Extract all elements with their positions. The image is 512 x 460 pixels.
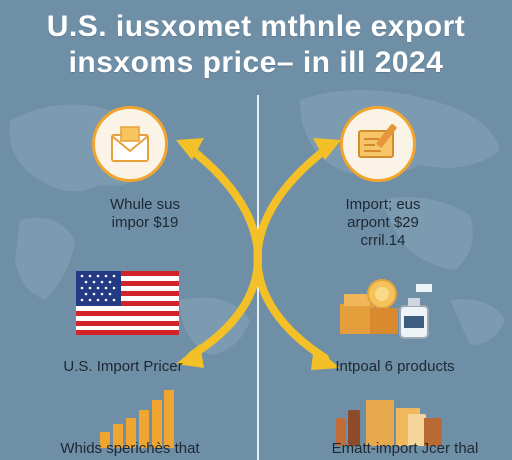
arrowhead-top-right — [313, 138, 341, 160]
products-label: Intpoal 6 products — [335, 358, 455, 375]
us-import-price-label: U.S. Import Pricer — [63, 358, 183, 375]
document-pen-icon-circle — [340, 106, 416, 182]
left-arc-arrow — [188, 146, 262, 359]
right-caption-line-2: arpont $29 — [347, 214, 419, 231]
page-title-line-1: U.S. iusxomet mthnle export — [46, 10, 466, 43]
left-caption-line-2: impor $19 — [111, 214, 179, 231]
right-caption-line-3: crril.14 — [360, 232, 406, 249]
bar-chart-icon — [100, 390, 174, 448]
arrowhead-bottom-right — [311, 346, 340, 370]
arrowhead-top-left — [176, 138, 204, 160]
arrowhead-bottom-left — [176, 344, 204, 368]
right-caption-line-1: Import; eus — [345, 196, 421, 213]
right-bottom-label: Ematt-import Jcer thal — [331, 440, 479, 457]
page-title-line-2: insxoms price– in ill 2024 — [68, 46, 444, 79]
left-caption-line-1: Whule sus — [109, 196, 181, 213]
products-icon — [340, 279, 432, 339]
envelope-icon-circle — [92, 106, 168, 182]
right-arc-arrow — [253, 146, 329, 362]
document-pen-icon — [358, 124, 397, 158]
envelope-icon — [111, 126, 149, 162]
goods-icon — [336, 400, 442, 446]
right-caption: Import; eus arpont $29 crril.14 — [328, 196, 438, 250]
left-caption: Whule sus impor $19 — [90, 196, 200, 232]
us-flag-icon — [76, 271, 179, 335]
left-bottom-label: Whids sperichès that — [60, 440, 200, 457]
